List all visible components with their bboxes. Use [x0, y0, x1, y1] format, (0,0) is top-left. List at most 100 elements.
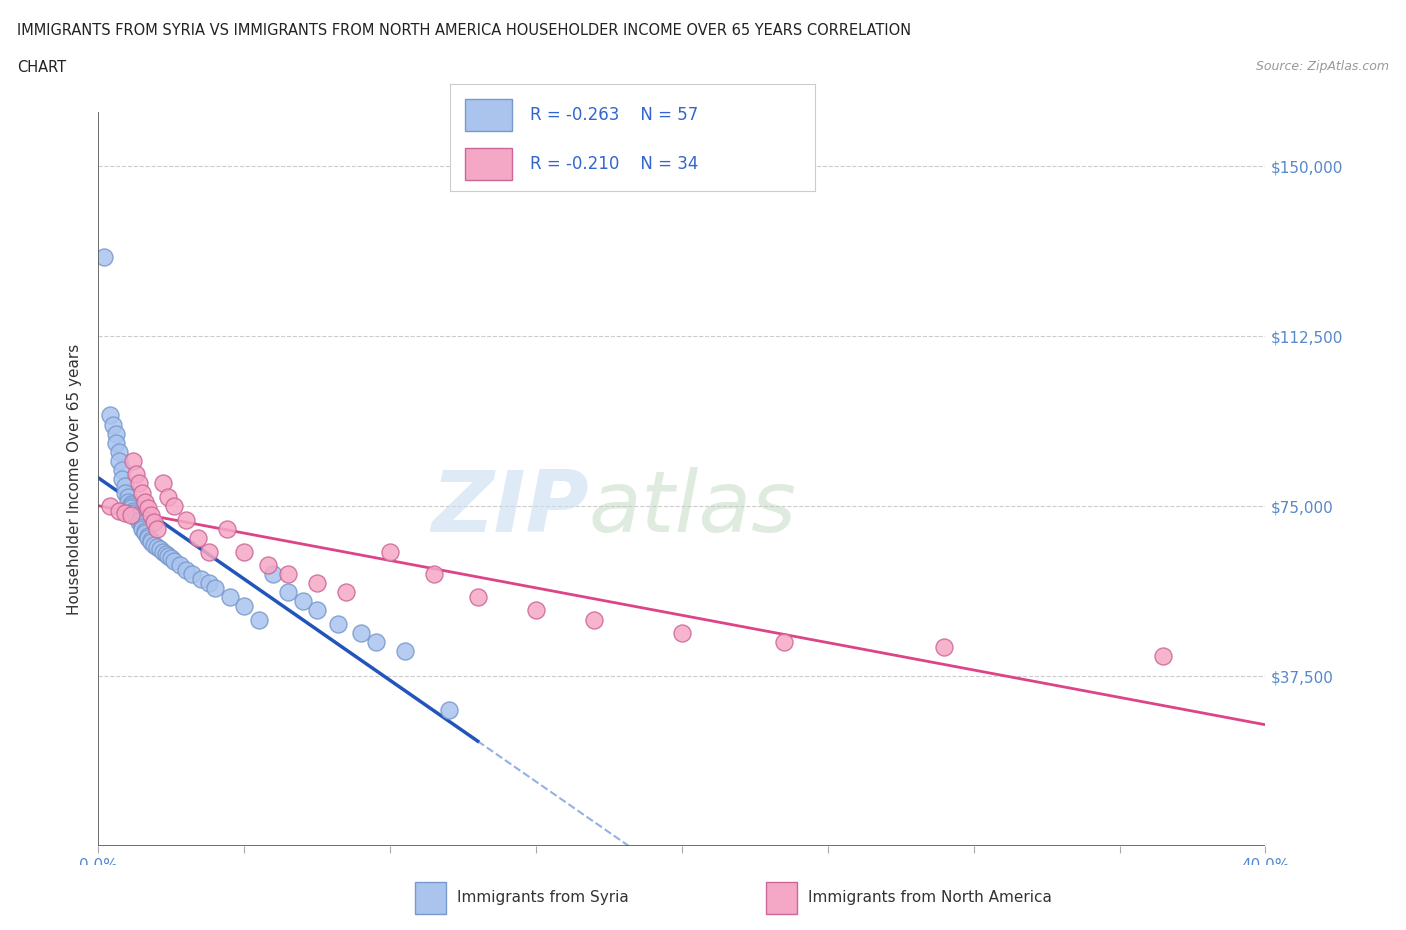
Point [247, 612, 270, 627]
Point [122, 453, 145, 468]
Point [277, 585, 299, 600]
Point [114, 478, 136, 493]
Point [117, 490, 139, 505]
FancyBboxPatch shape [766, 883, 797, 913]
Point [139, 508, 162, 523]
Point [934, 639, 956, 654]
Point [364, 635, 387, 650]
Point [378, 544, 402, 559]
Point [125, 510, 148, 525]
Point [163, 498, 186, 513]
Point [104, 426, 127, 441]
Point [233, 544, 256, 559]
Point [134, 494, 156, 509]
Point [423, 566, 446, 581]
Point [773, 635, 796, 650]
Point [108, 503, 131, 518]
Point [174, 563, 197, 578]
Text: Immigrants from North America: Immigrants from North America [808, 890, 1052, 905]
Point [136, 501, 159, 516]
Point [152, 544, 174, 559]
Point [98, 408, 121, 423]
Point [204, 580, 226, 595]
Point [142, 538, 165, 552]
Point [108, 453, 131, 468]
Point [114, 506, 136, 521]
Point [326, 617, 349, 631]
Point [215, 522, 238, 537]
Point [233, 599, 256, 614]
Point [120, 501, 142, 516]
Point [437, 703, 460, 718]
Point [128, 476, 150, 491]
Point [187, 530, 209, 545]
Point [157, 549, 180, 564]
Point [198, 544, 221, 559]
Point [671, 626, 693, 641]
FancyBboxPatch shape [464, 148, 512, 180]
Point [108, 445, 131, 459]
Point [120, 508, 142, 523]
Point [120, 498, 142, 513]
Point [128, 512, 150, 527]
Point [174, 512, 197, 527]
Text: CHART: CHART [17, 60, 66, 75]
Point [142, 514, 165, 529]
Point [131, 485, 153, 500]
Point [120, 497, 142, 512]
Point [307, 576, 329, 591]
Point [583, 612, 606, 627]
Point [394, 644, 416, 658]
Point [218, 590, 240, 604]
Point [350, 626, 373, 641]
Point [114, 485, 136, 500]
Point [152, 476, 174, 491]
Text: R = -0.263    N = 57: R = -0.263 N = 57 [530, 106, 699, 124]
Point [291, 594, 314, 609]
Point [111, 462, 134, 477]
Point [122, 506, 145, 521]
Point [262, 566, 284, 581]
Point [146, 539, 169, 554]
Point [169, 558, 191, 573]
Point [256, 558, 278, 573]
Point [131, 522, 153, 537]
Point [180, 566, 202, 581]
Point [277, 566, 299, 581]
Point [125, 467, 148, 482]
Point [335, 585, 357, 600]
Point [190, 571, 212, 586]
Point [98, 498, 121, 513]
FancyBboxPatch shape [464, 99, 512, 131]
Point [163, 553, 186, 568]
Text: ZIP: ZIP [430, 467, 589, 550]
Text: Immigrants from Syria: Immigrants from Syria [457, 890, 628, 905]
Point [122, 503, 145, 518]
Point [149, 542, 172, 557]
Point [524, 603, 547, 618]
Point [104, 435, 127, 450]
Text: IMMIGRANTS FROM SYRIA VS IMMIGRANTS FROM NORTH AMERICA HOUSEHOLDER INCOME OVER 6: IMMIGRANTS FROM SYRIA VS IMMIGRANTS FROM… [17, 23, 911, 38]
Point [157, 490, 180, 505]
Point [1152, 648, 1174, 663]
Point [117, 494, 139, 509]
Point [467, 590, 489, 604]
Point [134, 526, 156, 541]
Y-axis label: Householder Income Over 65 years: Householder Income Over 65 years [67, 343, 83, 615]
Point [136, 528, 159, 543]
Point [111, 472, 134, 486]
Text: R = -0.210    N = 34: R = -0.210 N = 34 [530, 155, 699, 173]
Point [136, 530, 159, 545]
Point [160, 551, 183, 565]
Point [128, 514, 150, 529]
Point [93, 249, 115, 264]
Point [125, 508, 148, 523]
Point [131, 517, 153, 532]
Point [198, 576, 221, 591]
Point [134, 524, 156, 538]
Text: Source: ZipAtlas.com: Source: ZipAtlas.com [1256, 60, 1389, 73]
Point [146, 522, 169, 537]
Text: atlas: atlas [589, 467, 797, 550]
Point [101, 417, 124, 432]
FancyBboxPatch shape [415, 883, 446, 913]
